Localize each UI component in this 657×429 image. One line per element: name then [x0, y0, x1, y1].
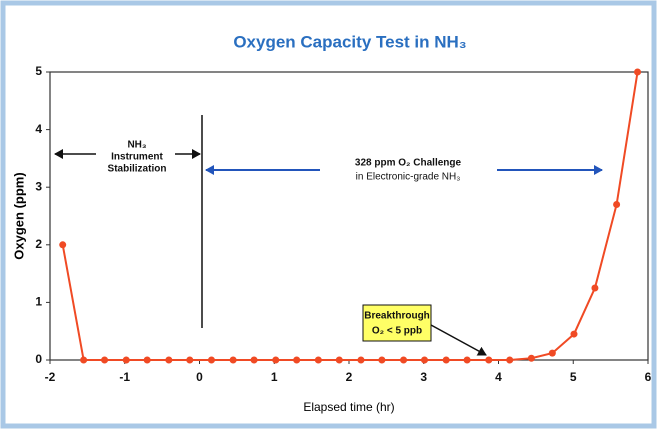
- x-tick-label: 1: [271, 370, 278, 384]
- y-tick-label: 3: [35, 179, 42, 193]
- point: [485, 356, 493, 364]
- point: [186, 356, 194, 364]
- point: [506, 356, 514, 364]
- y-tick-label: 0: [35, 352, 42, 366]
- y-tick-label: 4: [35, 122, 42, 136]
- point: [229, 356, 237, 364]
- arrow: [430, 324, 487, 356]
- chart-title: Oxygen Capacity Test in NH₃: [233, 32, 466, 51]
- point: [570, 330, 578, 338]
- point: [420, 356, 428, 364]
- point: [293, 356, 301, 364]
- point: [548, 349, 556, 357]
- point: [165, 356, 173, 364]
- annotation: in Electronic-grade NH₃: [356, 172, 461, 183]
- annotation: Stabilization: [108, 164, 167, 175]
- annotation: Breakthrough: [364, 311, 430, 322]
- point: [314, 356, 322, 364]
- x-tick-label: 3: [420, 370, 427, 384]
- y-tick-label: 2: [35, 237, 42, 251]
- point: [250, 356, 258, 364]
- annotation-box: [362, 304, 432, 342]
- x-tick-label: -2: [45, 370, 56, 384]
- x-tick-label: 2: [346, 370, 353, 384]
- point: [272, 356, 280, 364]
- point: [207, 356, 215, 364]
- x-tick-label: 4: [495, 370, 502, 384]
- point: [613, 200, 621, 208]
- x-tick-label: 6: [645, 370, 652, 384]
- point: [80, 356, 88, 364]
- annotation: Instrument: [111, 152, 163, 163]
- point: [378, 356, 386, 364]
- point: [591, 284, 599, 292]
- series-line: [61, 71, 639, 361]
- point: [335, 356, 343, 364]
- point: [442, 356, 450, 364]
- point: [400, 356, 408, 364]
- x-tick-label: 0: [196, 370, 203, 384]
- y-tick-label: 5: [35, 64, 42, 78]
- point: [463, 356, 471, 364]
- point: [634, 68, 642, 76]
- x-tick-label: 5: [570, 370, 577, 384]
- annotation: O₂ < 5 ppb: [372, 326, 422, 337]
- annotation: 328 ppm O₂ Challenge: [355, 158, 462, 169]
- y-axis-label: Oxygen (ppm): [11, 172, 26, 259]
- point: [59, 241, 67, 249]
- point: [122, 356, 130, 364]
- y-tick-label: 1: [35, 295, 42, 309]
- point: [527, 354, 535, 362]
- annotation: NH₃: [127, 140, 146, 151]
- point: [143, 356, 151, 364]
- x-axis-label: Elapsed time (hr): [303, 400, 394, 414]
- x-tick-label: -1: [119, 370, 130, 384]
- point: [357, 356, 365, 364]
- point: [101, 356, 109, 364]
